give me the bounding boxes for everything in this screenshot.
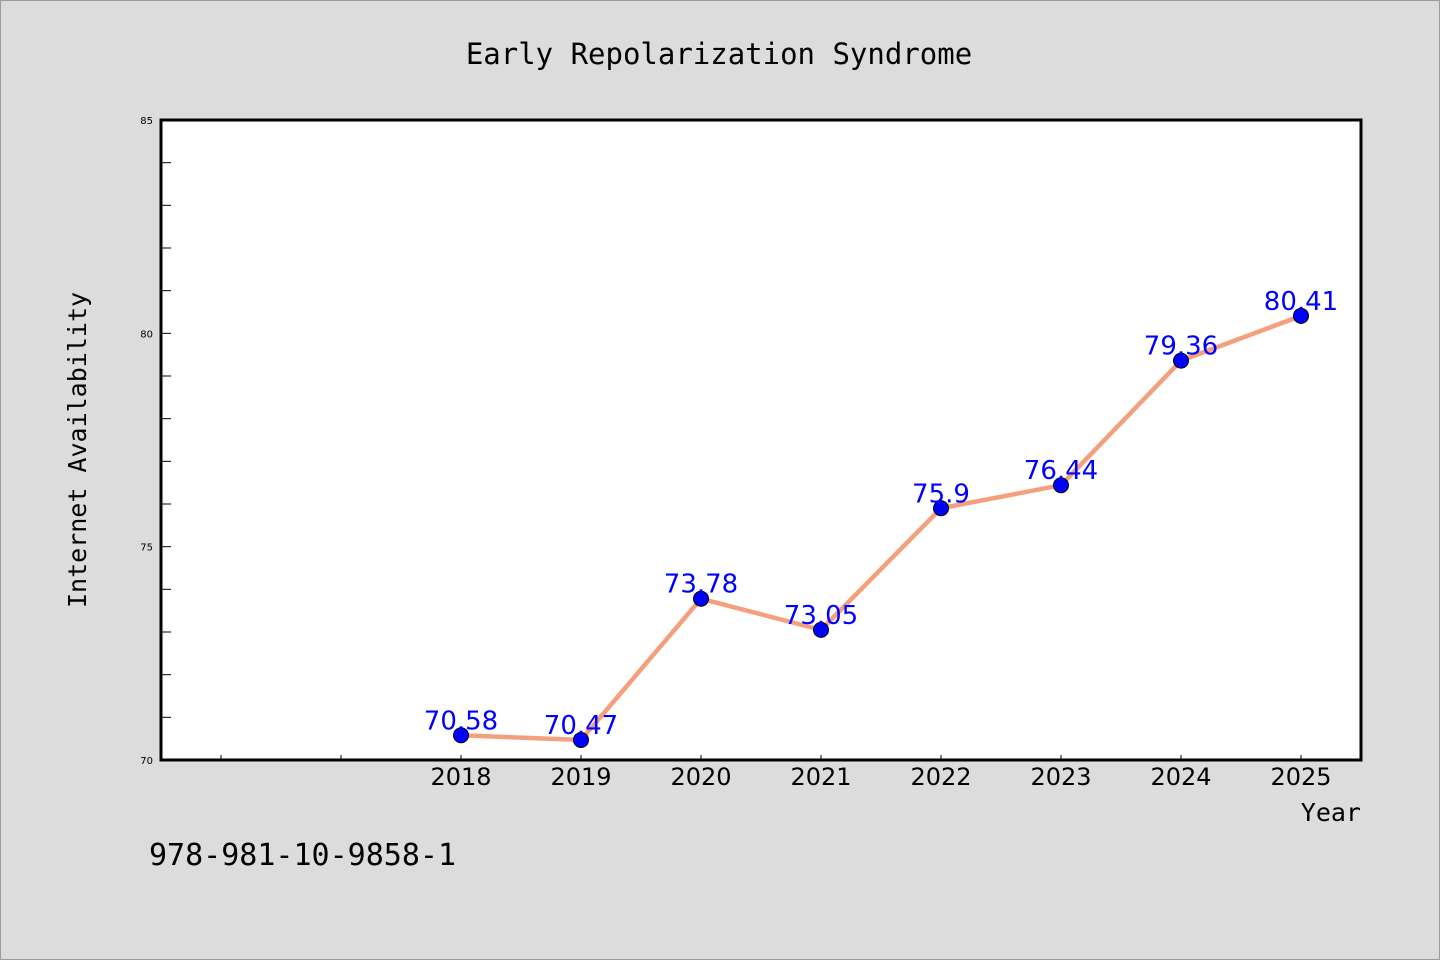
x-tick-label: 2018 bbox=[430, 763, 491, 791]
data-point bbox=[1053, 477, 1069, 494]
y-tick-label: 85 bbox=[140, 116, 153, 127]
y-tick-labels: 70 75 80 85 bbox=[140, 116, 153, 767]
data-labels: 70.58 70.47 73.78 73.05 75.9 76.44 79.36 80.41 bbox=[424, 287, 1338, 741]
data-point bbox=[453, 727, 469, 744]
data-label: 76.44 bbox=[1024, 456, 1098, 486]
data-label: 80.41 bbox=[1264, 287, 1338, 317]
data-label: 70.58 bbox=[424, 706, 498, 736]
y-axis-label: Internet Availability bbox=[63, 292, 92, 608]
series-line-layer bbox=[458, 313, 1304, 743]
y-tick-label: 80 bbox=[140, 329, 153, 340]
axis-ticks bbox=[161, 119, 1302, 761]
data-point bbox=[573, 731, 589, 748]
x-tick-label: 2024 bbox=[1150, 763, 1211, 791]
x-tick-label: 2023 bbox=[1030, 763, 1091, 791]
data-label: 73.05 bbox=[784, 601, 858, 631]
data-point bbox=[1173, 352, 1189, 369]
y-tick-label: 75 bbox=[140, 543, 153, 554]
data-point bbox=[933, 500, 949, 517]
data-label: 73.78 bbox=[664, 570, 738, 600]
data-point bbox=[1293, 307, 1309, 324]
x-tick-label: 2021 bbox=[790, 763, 851, 791]
x-tick-labels: 2018 2019 2020 2021 2022 2023 2024 2025 bbox=[430, 763, 1331, 791]
data-point bbox=[693, 590, 709, 607]
y-tick-label: 70 bbox=[140, 756, 153, 767]
x-tick-label: 2022 bbox=[910, 763, 971, 791]
x-tick-label: 2019 bbox=[550, 763, 611, 791]
data-label: 75.9 bbox=[912, 479, 970, 509]
plot-area bbox=[159, 118, 1363, 762]
x-tick-label: 2025 bbox=[1270, 763, 1331, 791]
x-tick-label: 2020 bbox=[670, 763, 731, 791]
data-label: 70.47 bbox=[544, 711, 618, 741]
chart-title: Early Repolarization Syndrome bbox=[466, 37, 972, 71]
x-axis-label: Year bbox=[1301, 798, 1361, 827]
series-line bbox=[458, 313, 1304, 743]
data-point bbox=[813, 621, 829, 638]
isbn-footer: 978-981-10-9858-1 bbox=[149, 838, 456, 873]
data-label: 79.36 bbox=[1144, 332, 1218, 362]
data-markers bbox=[453, 307, 1309, 748]
